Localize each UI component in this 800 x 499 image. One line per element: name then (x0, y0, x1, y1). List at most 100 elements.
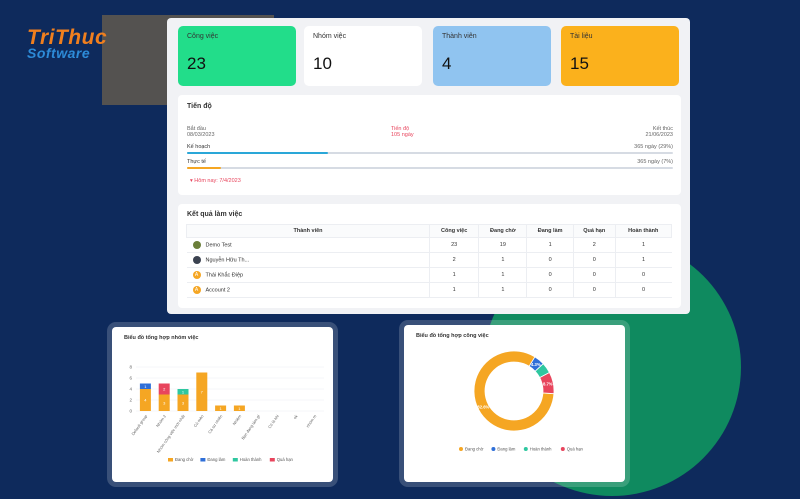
x-tick-label: Nhóm 2 (155, 413, 168, 428)
legend-swatch (168, 458, 173, 462)
table-cell: 1 (428, 282, 479, 298)
legend-label: Quá hạn (567, 447, 584, 452)
column-header[interactable]: Quá hạn (572, 224, 616, 238)
bar-data-label: 1 (182, 389, 185, 394)
table-cell: 0 (572, 252, 616, 268)
donut-chart-legend: Đang chờ Đang làm Hoàn thành Quá hạn (459, 447, 584, 452)
start-date: 08/03/2023 (187, 132, 215, 138)
slice-data-label: 82.6% (477, 404, 489, 409)
y-tick-label: 8 (129, 365, 132, 370)
table-row[interactable]: Demo Test 23 19 1 2 1 (186, 237, 672, 253)
plan-label: Kế hoạch (187, 144, 211, 150)
legend-label: Hoàn thành (530, 447, 552, 452)
bar-segment (139, 383, 151, 389)
results-title: Kết quả làm việc (187, 211, 243, 218)
plan-bar-fill (187, 152, 328, 154)
stat-card-groups[interactable]: Nhóm việc 10 (304, 26, 422, 86)
bar-data-label: 1 (144, 384, 147, 389)
column-header[interactable]: Công việc (428, 224, 480, 238)
bar-chart-card: Biểu đồ tổng hợp nhóm việc 0 2 4 6 8 4 1 Defaul… (112, 327, 333, 482)
bar-chart-legend: Đang chờ Đang làm Hoàn thành Quá hạn (168, 457, 294, 462)
bar-segment (196, 372, 208, 411)
avatar (192, 241, 201, 249)
table-cell: 0 (614, 282, 672, 298)
table-cell: 1 (428, 267, 479, 283)
legend-swatch (459, 447, 463, 451)
table-row[interactable]: A Thái Khắc Điệp 1 1 0 0 0 (186, 267, 672, 283)
table-cell: 2 (572, 237, 616, 253)
legend-swatch (523, 447, 528, 451)
member-name: Nguyễn Hữu Th... (205, 257, 250, 264)
legend-label: Hoàn thành (240, 457, 262, 462)
stat-card-documents[interactable]: Tài liệu 15 (561, 26, 679, 86)
member-cell: A Thái Khắc Điệp (186, 267, 430, 283)
column-header[interactable]: Đang chờ (478, 224, 528, 238)
column-header[interactable]: Đang làm (526, 224, 574, 238)
actual-bar-track (187, 167, 673, 169)
donut-chart-title: Biểu đồ tổng hợp công việc (416, 333, 489, 339)
table-row[interactable]: A Account 2 1 1 0 0 0 (186, 282, 672, 298)
bar-data-label: 3 (163, 400, 166, 405)
member-name: Thái Khắc Điệp (205, 272, 244, 279)
table-cell: 0 (572, 267, 616, 283)
table-cell: 2 (428, 252, 479, 268)
dashboard-panel: Công việc 23 Nhóm việc 10 Thành viên 4 T… (167, 18, 690, 314)
table-cell: 23 (428, 237, 479, 253)
column-header[interactable]: Hoàn thành (614, 224, 673, 238)
results-table-header: Thành viên Công việc Đang chờ Đang làm Q… (186, 224, 673, 238)
bar-segment (215, 405, 227, 411)
donut-slice (473, 350, 555, 432)
stat-card-tasks[interactable]: Công việc 23 (178, 26, 296, 86)
x-tick-label: Nhiệm (231, 413, 242, 426)
table-cell: 1 (478, 282, 527, 298)
legend-swatch (560, 447, 565, 451)
table-cell: 1 (614, 252, 672, 268)
x-tick-label: Cú mèo (192, 413, 205, 428)
member-cell: Nguyễn Hữu Th... (186, 252, 430, 268)
stat-value: 23 (187, 54, 206, 73)
table-cell: 1 (614, 237, 672, 253)
bar-data-label: 3 (182, 400, 185, 405)
legend-swatch (269, 458, 275, 462)
table-cell: 1 (526, 237, 574, 253)
stat-label: Công việc (187, 33, 219, 40)
legend-label: Đang chờ (465, 447, 484, 452)
stat-value: 10 (313, 54, 332, 73)
caret-down-icon: ▾ (190, 178, 193, 184)
actual-bar-fill (187, 167, 222, 169)
x-tick-label: Có là khi (267, 414, 280, 430)
member-cell: A Account 2 (186, 282, 430, 298)
brand-logo: TriThuc Software (27, 27, 107, 60)
stat-label: Tài liệu (570, 33, 593, 40)
table-cell: 1 (478, 267, 527, 283)
slice-data-label: 8.7% (543, 381, 553, 386)
legend-label: Đang chờ (175, 457, 194, 462)
brand-logo-line1: TriThuc (27, 26, 108, 49)
y-tick-label: 4 (129, 387, 132, 392)
progress-card: Tiến độ Bắt đầu 08/03/2023 Tiến độ 105 n… (178, 95, 681, 195)
stat-label: Nhóm việc (313, 33, 347, 40)
x-tick-label: Cá sư nhiên (207, 414, 224, 435)
stat-label: Thành viên (442, 33, 477, 40)
bar-data-label: 1 (219, 406, 222, 411)
results-table-wrap: Thành viên Công việc Đang chờ Đang làm Q… (186, 224, 673, 298)
stat-card-members[interactable]: Thành viên 4 (433, 26, 551, 86)
x-tick-label: Default group (130, 413, 148, 436)
table-cell: 0 (526, 282, 574, 298)
donut-slice (539, 371, 555, 395)
bar-data-label: 7 (201, 389, 204, 394)
progress-title: Tiến độ (187, 103, 212, 110)
x-tick-label: ok (292, 414, 299, 420)
y-tick-label: 2 (129, 398, 132, 403)
donut-chart: 82.6% 4.3% 8.7% Đang chờ Đang làm Hoàn thành Q… (459, 350, 584, 452)
table-cell: 0 (572, 282, 616, 298)
start-label: Bắt đầu (187, 126, 206, 132)
avatar (192, 256, 201, 264)
bar-segment (158, 394, 170, 411)
column-header[interactable]: Thành viên (186, 224, 430, 238)
member-name: Account 2 (205, 287, 230, 294)
bar-chart-title: Biểu đồ tổng hợp nhóm việc (124, 335, 199, 341)
table-row[interactable]: Nguyễn Hữu Th... 2 1 0 0 1 (186, 252, 672, 268)
today-text: Hôm nay: 7/4/2023 (194, 178, 241, 184)
member-cell: Demo Test (186, 237, 430, 253)
